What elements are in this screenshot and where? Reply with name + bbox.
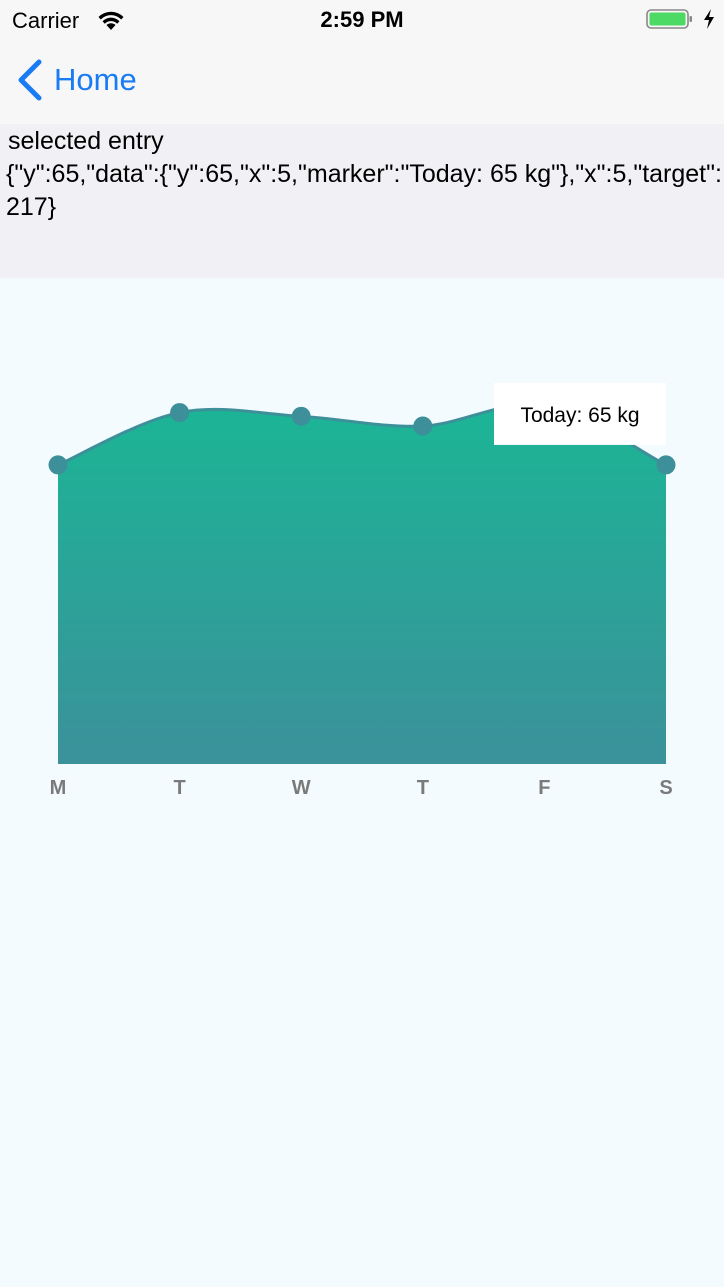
- x-tick-label: W: [292, 777, 311, 799]
- data-point[interactable]: [656, 455, 676, 475]
- back-button[interactable]: Home: [14, 56, 137, 104]
- battery-icon: [646, 9, 692, 29]
- tooltip-label: Today: 65 kg: [520, 404, 639, 427]
- selected-entry-panel: selected entry {"y":65,"data":{"y":65,"x…: [0, 124, 724, 278]
- area-fill: [58, 404, 666, 764]
- data-point[interactable]: [170, 403, 190, 423]
- navigation-bar: Home: [0, 40, 724, 124]
- status-bar: Carrier 2:59 PM: [0, 0, 724, 40]
- data-point[interactable]: [413, 416, 433, 436]
- selected-entry-title: selected entry: [8, 127, 164, 155]
- data-point[interactable]: [291, 406, 311, 426]
- x-tick-label: T: [417, 777, 429, 799]
- data-point[interactable]: [48, 455, 68, 475]
- weight-area-chart[interactable]: Today: 65 kg M T W T F S: [0, 278, 724, 978]
- charging-bolt-icon: [704, 9, 714, 29]
- x-tick-label: S: [659, 777, 672, 799]
- x-tick-label: T: [173, 777, 185, 799]
- marker-tooltip: Today: 65 kg: [494, 382, 666, 445]
- tooltip-box: [494, 382, 666, 445]
- chevron-left-icon: [18, 59, 42, 101]
- status-time: 2:59 PM: [320, 7, 404, 32]
- wifi-icon: [98, 11, 124, 30]
- back-label: Home: [54, 62, 137, 97]
- carrier-label: Carrier: [12, 8, 80, 33]
- selected-entry-json: {"y":65,"data":{"y":65,"x":5,"marker":"T…: [6, 160, 722, 221]
- x-tick-label: M: [50, 777, 67, 799]
- x-tick-label: F: [538, 777, 550, 799]
